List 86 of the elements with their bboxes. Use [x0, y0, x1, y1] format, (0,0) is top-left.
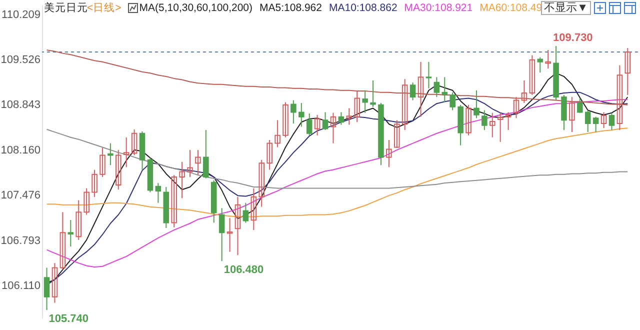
candlestick [76, 200, 82, 240]
candlestick [306, 113, 312, 136]
candlestick [482, 110, 488, 131]
candlestick [402, 78, 408, 131]
candlestick [68, 220, 74, 248]
candlestick [266, 139, 272, 170]
candlestick [577, 98, 583, 114]
candlestick [489, 112, 496, 138]
text: MA5:108.962 [260, 2, 322, 14]
chart-subtitle: <日线> [87, 1, 122, 15]
candlestick [529, 54, 536, 96]
candlestick [592, 116, 599, 133]
y-tick-label: 108.843 [0, 99, 40, 112]
candlestick [298, 102, 304, 128]
candlestick [242, 202, 249, 224]
candlestick [187, 149, 193, 178]
candlestick [314, 114, 320, 136]
candlestick [338, 112, 344, 126]
candlestick [330, 112, 336, 144]
candlestick [608, 112, 615, 131]
annotation: 109.730 [553, 32, 593, 44]
candlestick [624, 48, 631, 96]
candlestick [354, 90, 360, 123]
candlestick [116, 149, 122, 190]
y-tick-label: 108.160 [0, 144, 40, 156]
candlestick [466, 104, 472, 136]
candlestick [274, 120, 280, 148]
candlestick [290, 100, 296, 124]
annotation: MA(5,10,30,60,100,200) [139, 2, 253, 14]
candlestick [521, 80, 528, 104]
candlestick [84, 188, 90, 216]
candlestick [100, 147, 106, 178]
candlestick [362, 90, 368, 114]
candlestick [600, 112, 607, 129]
y-tick-label: 109.526 [0, 54, 40, 66]
candlestick [450, 92, 456, 111]
candlestick [282, 102, 288, 138]
candlestick [442, 76, 448, 103]
candlestick [131, 128, 138, 156]
candlestick [171, 174, 177, 228]
candlestick [418, 61, 424, 118]
candlestick [92, 169, 98, 198]
candlestick [60, 212, 66, 270]
candlestick [179, 161, 185, 199]
candlestick [234, 196, 241, 256]
y-tick-label: 107.476 [0, 190, 40, 202]
candlestick [108, 142, 114, 166]
candlestick [250, 188, 257, 230]
candlestick [44, 267, 50, 311]
candlestick [394, 120, 400, 148]
candlestick [155, 182, 162, 204]
candlestick [545, 50, 551, 70]
candlestick [569, 96, 575, 133]
candlestick [52, 262, 58, 304]
candlestick [410, 82, 416, 101]
annotation: 106.480 [224, 264, 264, 276]
chart-title: 美元日元 [44, 1, 88, 15]
candlestick [203, 130, 209, 179]
candlestick [513, 96, 520, 119]
candlestick [258, 159, 265, 208]
candlestick [195, 149, 201, 176]
candlestick [226, 218, 233, 252]
y-tick-label: 106.110 [2, 280, 40, 292]
text: MA10:108.862 [328, 2, 398, 14]
y-tick-label: 110.209 [2, 8, 40, 21]
candlestick [616, 64, 623, 131]
candlestick [426, 61, 432, 89]
candlestick [537, 56, 544, 73]
candlestick [434, 76, 440, 98]
candlestick [474, 90, 480, 119]
candlestick [346, 108, 352, 126]
candlestick [386, 139, 392, 168]
candlestick [561, 94, 567, 131]
candlestick [584, 110, 591, 133]
candlestick [497, 112, 504, 142]
text: MA60:108.49 [480, 2, 542, 14]
annotation: 105.740 [48, 313, 89, 326]
y-tick-label: 106.793 [0, 234, 40, 247]
candlestick [322, 112, 328, 131]
line-series [46, 128, 628, 189]
annotation: 不显示▼ [541, 1, 591, 15]
candlestick [505, 112, 512, 131]
candlestick [370, 80, 376, 108]
candlestick [218, 208, 225, 262]
text: MA30:108.921 [404, 2, 473, 14]
candlestick [123, 136, 130, 168]
